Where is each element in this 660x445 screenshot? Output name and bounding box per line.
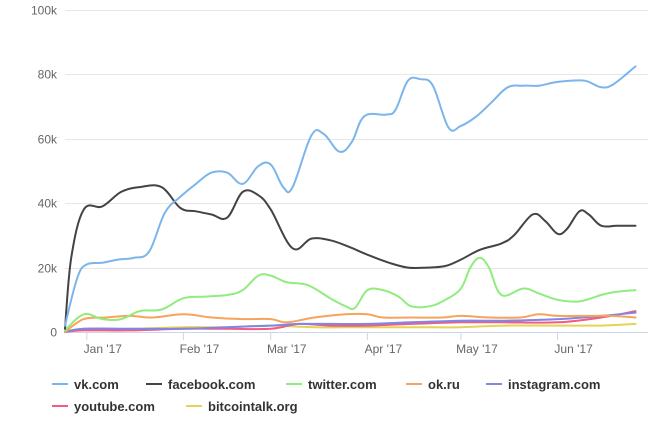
legend-item-instagram-com[interactable]: instagram.com [486, 377, 600, 392]
y-tick-label: 80k [38, 68, 58, 82]
legend-label: instagram.com [508, 377, 600, 392]
x-tick-label: Jun '17 [554, 342, 593, 356]
y-tick-label: 0 [50, 326, 57, 340]
series-line-vk-com[interactable] [64, 65, 637, 327]
legend-label: ok.ru [428, 377, 460, 392]
y-tick-label: 100k [31, 4, 58, 18]
x-tick-label: Jan '17 [84, 342, 123, 356]
series-line-ok-ru[interactable] [64, 312, 637, 333]
legend: vk.com facebook.com twitter.com ok.ru instag… [52, 377, 600, 414]
legend-label: bitcointalk.org [208, 399, 298, 414]
legend-item-twitter-com[interactable]: twitter.com [286, 377, 377, 392]
y-tick-label: 40k [38, 197, 58, 211]
y-tick-label: 20k [38, 262, 58, 276]
legend-item-bitcointalk-org[interactable]: bitcointalk.org [186, 399, 298, 414]
legend-label: youtube.com [74, 399, 155, 414]
series-line-facebook-com[interactable] [64, 184, 637, 330]
series-line-youtube-com[interactable] [64, 310, 637, 333]
y-tick-label: 60k [38, 133, 58, 147]
legend-item-ok-ru[interactable]: ok.ru [406, 377, 460, 392]
x-tick-label: Apr '17 [365, 342, 403, 356]
grid-lines [65, 10, 648, 333]
series-lines [64, 65, 637, 333]
legend-label: facebook.com [168, 377, 255, 392]
x-tick-label: May '17 [456, 342, 498, 356]
legend-item-facebook-com[interactable]: facebook.com [146, 377, 255, 392]
x-tick-label: Mar '17 [267, 342, 307, 356]
legend-item-youtube-com[interactable]: youtube.com [52, 399, 155, 414]
series-line-instagram-com[interactable] [64, 311, 637, 333]
series-line-twitter-com[interactable] [64, 256, 637, 332]
axes: 0 20k 40k 60k 80k 100k Jan '17 Feb '17 Mar '17 Ap… [31, 4, 648, 356]
legend-item-vk-com[interactable]: vk.com [52, 377, 119, 392]
legend-label: twitter.com [308, 377, 377, 392]
x-tick-label: Feb '17 [180, 342, 220, 356]
legend-label: vk.com [74, 377, 119, 392]
